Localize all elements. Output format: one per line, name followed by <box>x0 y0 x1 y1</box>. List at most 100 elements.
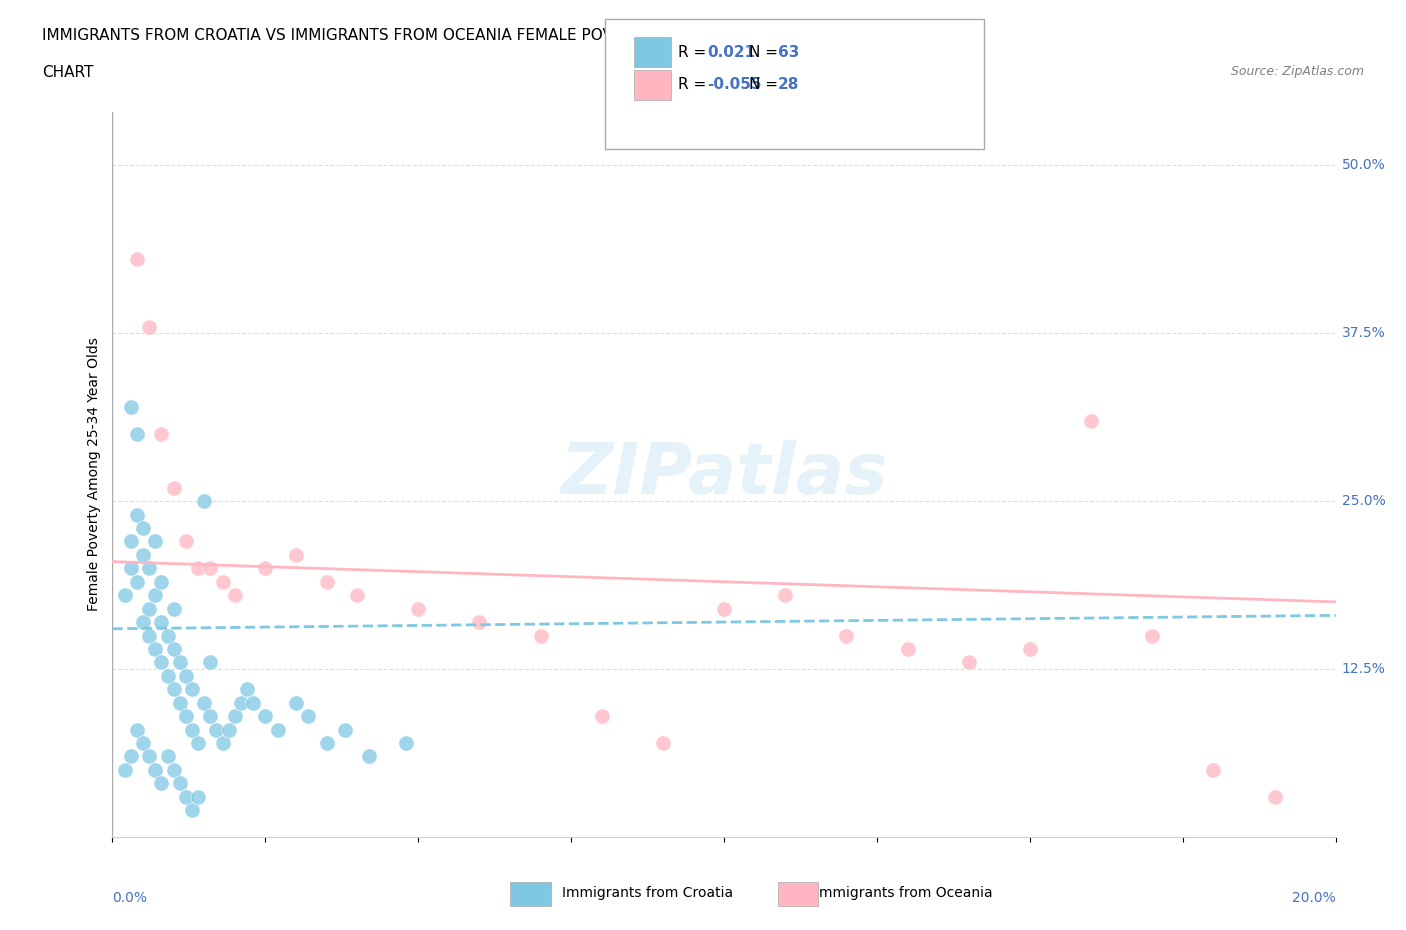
Point <box>138 561 160 576</box>
Text: Source: ZipAtlas.com: Source: ZipAtlas.com <box>1230 65 1364 78</box>
Point <box>156 628 179 643</box>
Point <box>163 480 186 495</box>
Point <box>359 749 381 764</box>
Point <box>713 601 735 616</box>
Point <box>120 561 142 576</box>
Point <box>150 575 173 590</box>
Text: 37.5%: 37.5% <box>1341 326 1385 340</box>
Point <box>125 575 148 590</box>
Point <box>120 534 142 549</box>
Point <box>114 588 136 603</box>
Point <box>156 749 179 764</box>
Text: 50.0%: 50.0% <box>1341 158 1385 172</box>
Point <box>193 696 215 711</box>
Text: 12.5%: 12.5% <box>1341 662 1386 676</box>
Point <box>156 669 179 684</box>
Point <box>187 561 209 576</box>
Point <box>254 561 277 576</box>
Text: 63: 63 <box>778 45 799 60</box>
Text: Immigrants from Oceania: Immigrants from Oceania <box>815 885 993 900</box>
Point <box>1264 790 1286 804</box>
Point <box>187 790 209 804</box>
Point <box>174 790 197 804</box>
Text: R =: R = <box>678 45 711 60</box>
Point <box>143 763 166 777</box>
Point <box>163 682 186 697</box>
Point <box>132 521 155 536</box>
Point <box>200 709 222 724</box>
Point <box>169 696 191 711</box>
Point <box>138 319 160 334</box>
Point <box>174 669 197 684</box>
Point <box>1142 628 1164 643</box>
Point <box>174 534 197 549</box>
Point <box>125 507 148 522</box>
Point <box>138 628 160 643</box>
Point <box>120 749 142 764</box>
Text: 20.0%: 20.0% <box>1292 891 1336 905</box>
Text: ZIPatlas: ZIPatlas <box>561 440 887 509</box>
Text: 28: 28 <box>778 77 799 92</box>
Point <box>284 548 308 563</box>
Point <box>125 427 148 442</box>
Point <box>163 642 186 657</box>
Point <box>468 615 491 630</box>
Text: 0.0%: 0.0% <box>112 891 148 905</box>
Point <box>163 601 186 616</box>
Point <box>236 682 259 697</box>
Text: R =: R = <box>678 77 711 92</box>
Point <box>200 561 222 576</box>
Point <box>346 588 368 603</box>
Point <box>193 494 215 509</box>
Point <box>333 722 356 737</box>
Point <box>138 749 160 764</box>
Point <box>254 709 277 724</box>
Point <box>211 575 233 590</box>
Text: CHART: CHART <box>42 65 94 80</box>
Point <box>181 682 204 697</box>
Point <box>200 655 222 670</box>
Point <box>138 601 160 616</box>
Point <box>150 427 173 442</box>
Point <box>174 709 197 724</box>
Point <box>242 696 264 711</box>
Point <box>1018 642 1040 657</box>
Point <box>150 776 173 790</box>
Point <box>132 736 155 751</box>
Point <box>143 534 166 549</box>
Point <box>181 722 204 737</box>
Point <box>125 252 148 267</box>
Point <box>1080 413 1102 428</box>
Point <box>218 722 240 737</box>
Point <box>297 709 319 724</box>
Point <box>205 722 228 737</box>
Text: -0.055: -0.055 <box>707 77 762 92</box>
Point <box>211 736 233 751</box>
Point <box>224 709 246 724</box>
Point <box>395 736 418 751</box>
Point <box>284 696 308 711</box>
Point <box>132 615 155 630</box>
Point <box>224 588 246 603</box>
Point <box>187 736 209 751</box>
Text: N =: N = <box>749 77 783 92</box>
Point <box>652 736 675 751</box>
Point <box>530 628 553 643</box>
Point <box>125 722 148 737</box>
Point <box>181 803 204 817</box>
Point <box>150 615 173 630</box>
Point <box>835 628 858 643</box>
Point <box>169 655 191 670</box>
Point <box>1202 763 1225 777</box>
Text: 0.021: 0.021 <box>707 45 755 60</box>
Point <box>266 722 288 737</box>
Text: N =: N = <box>749 45 783 60</box>
Point <box>957 655 980 670</box>
Point <box>143 588 166 603</box>
Point <box>315 575 337 590</box>
Text: IMMIGRANTS FROM CROATIA VS IMMIGRANTS FROM OCEANIA FEMALE POVERTY AMONG 25-34 YE: IMMIGRANTS FROM CROATIA VS IMMIGRANTS FR… <box>42 28 969 43</box>
Point <box>229 696 252 711</box>
Point <box>775 588 797 603</box>
Point <box>169 776 191 790</box>
Point <box>132 548 155 563</box>
